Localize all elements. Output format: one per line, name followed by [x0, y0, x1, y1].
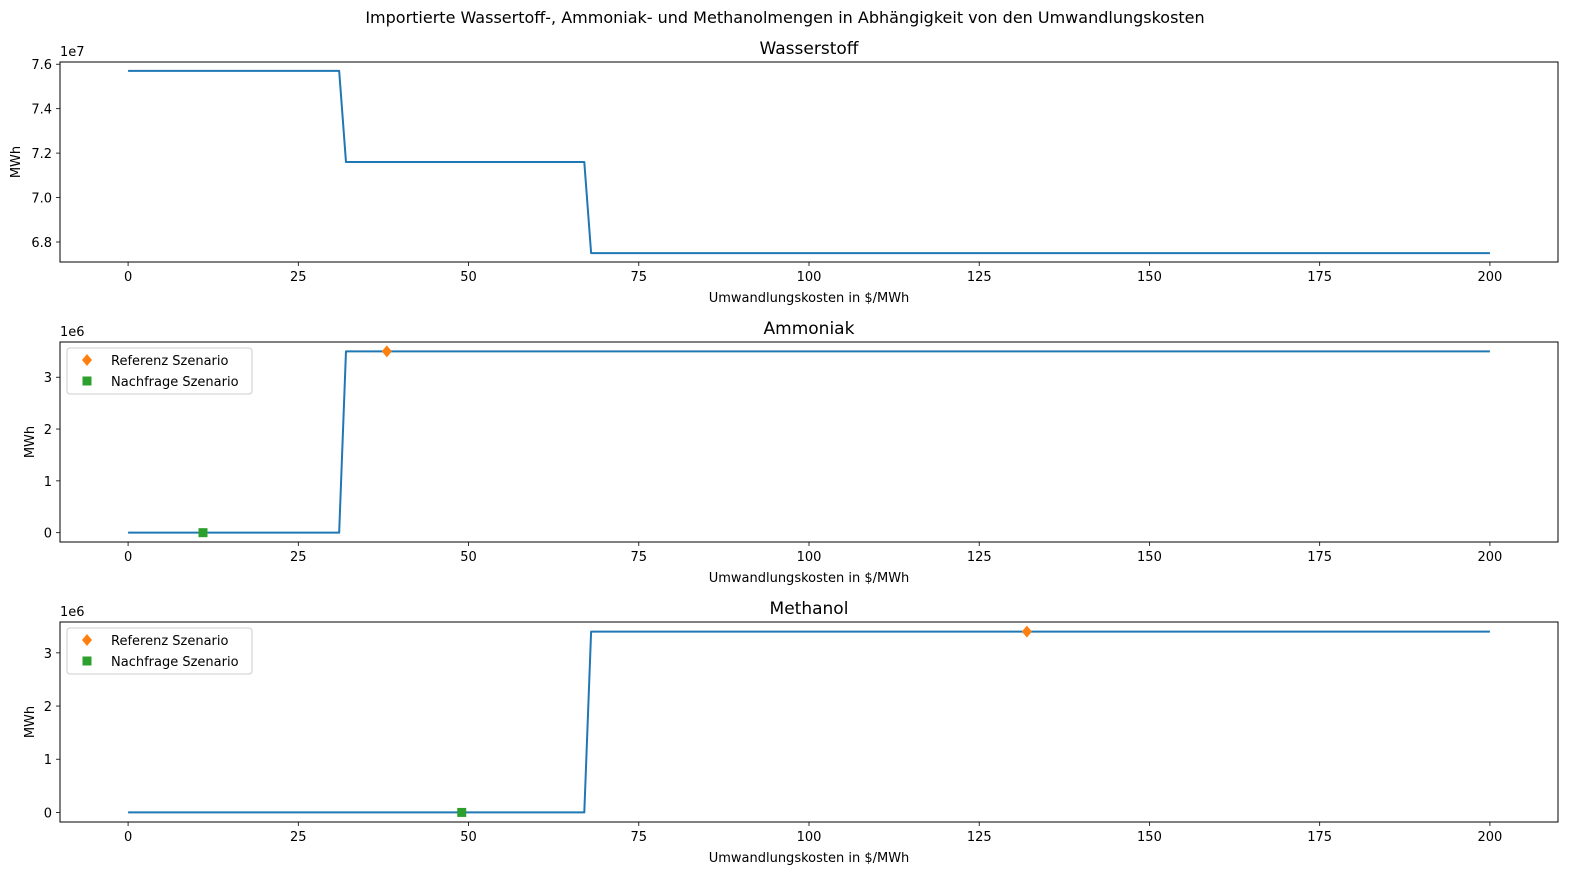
x-tick-label: 175	[1307, 830, 1332, 845]
subplot-wasserstoff: Wasserstoff 0 25 50 75 100 125 150 175 200 6.8 7.0 7…	[9, 39, 1559, 306]
x-tick-label: 200	[1477, 550, 1502, 565]
x-tick-label: 100	[797, 270, 822, 285]
legend-referenz-swatch	[82, 354, 92, 366]
series-line	[128, 630, 1490, 814]
x-axis-label: Umwandlungskosten in $/MWh	[709, 291, 910, 306]
x-tick-label: 0	[124, 270, 132, 285]
x-tick-label: 0	[124, 550, 132, 565]
x-tick-label: 125	[967, 550, 992, 565]
x-tick-label: 175	[1307, 270, 1332, 285]
y-tick-label: 6.8	[31, 236, 52, 251]
axes-frame	[59, 621, 1559, 823]
x-tick-label: 125	[967, 270, 992, 285]
y-tick-label: 0	[44, 806, 52, 821]
legend-label: Nachfrage Szenario	[111, 655, 239, 670]
x-tick-label: 150	[1137, 270, 1162, 285]
y-axis-label: MWh	[23, 706, 38, 738]
y-tick-label: 7.0	[31, 192, 52, 207]
series-line	[128, 350, 1490, 534]
x-tick-label: 25	[290, 270, 307, 285]
x-tick-label: 25	[290, 830, 307, 845]
x-tick-label: 75	[630, 270, 647, 285]
y-offset-label: 1e7	[60, 45, 85, 60]
nachfrage-marker	[198, 528, 208, 538]
axes-frame	[59, 61, 1559, 263]
panel-title: Wasserstoff	[760, 39, 860, 59]
legend-referenz-swatch	[82, 634, 92, 646]
legend-label: Referenz Szenario	[111, 354, 229, 369]
x-axis-label: Umwandlungskosten in $/MWh	[709, 851, 910, 866]
legend: Referenz Szenario Nachfrage Szenario	[66, 347, 253, 395]
x-tick-label: 75	[630, 550, 647, 565]
legend-label: Referenz Szenario	[111, 634, 229, 649]
x-tick-label: 50	[460, 270, 477, 285]
y-tick-label: 7.2	[31, 147, 52, 162]
subplot-ammoniak: Ammoniak 0 25 50 75 100 125 150 175 200 0 1 2 3 1e6 Umw…	[23, 319, 1559, 586]
legend-box	[66, 627, 253, 675]
y-tick-label: 1	[44, 475, 52, 490]
axes-frame	[59, 341, 1559, 543]
y-axis-label: MWh	[23, 426, 38, 458]
legend-nachfrage-swatch	[82, 656, 92, 666]
y-tick-label: 2	[44, 423, 52, 438]
x-tick-label: 200	[1477, 830, 1502, 845]
x-tick-label: 100	[797, 550, 822, 565]
nachfrage-marker	[457, 807, 467, 817]
legend-label: Nachfrage Szenario	[111, 375, 239, 390]
y-tick-label: 7.4	[31, 103, 52, 118]
referenz-marker	[381, 345, 392, 358]
plot-area	[128, 69, 1490, 255]
x-tick-label: 0	[124, 830, 132, 845]
x-tick-label: 200	[1477, 270, 1502, 285]
series-line	[128, 69, 1490, 255]
y-tick-label: 7.6	[31, 58, 52, 73]
y-offset-label: 1e6	[60, 605, 85, 620]
panel-title: Ammoniak	[764, 319, 855, 339]
x-tick-label: 150	[1137, 830, 1162, 845]
x-tick-label: 75	[630, 830, 647, 845]
legend-box	[66, 347, 253, 395]
x-tick-label: 150	[1137, 550, 1162, 565]
y-tick-label: 3	[44, 371, 52, 386]
y-axis-label: MWh	[9, 146, 24, 178]
y-tick-label: 0	[44, 527, 52, 542]
figure-title: Importierte Wassertoff-, Ammoniak- und M…	[365, 8, 1204, 27]
legend-nachfrage-swatch	[82, 376, 92, 386]
referenz-marker	[1021, 625, 1032, 638]
x-tick-label: 25	[290, 550, 307, 565]
y-tick-label: 1	[44, 753, 52, 768]
x-tick-label: 100	[797, 830, 822, 845]
panel-title: Methanol	[770, 599, 849, 619]
x-axis-label: Umwandlungskosten in $/MWh	[709, 571, 910, 586]
y-offset-label: 1e6	[60, 325, 85, 340]
y-tick-label: 3	[44, 647, 52, 662]
x-tick-label: 175	[1307, 550, 1332, 565]
x-tick-label: 125	[967, 830, 992, 845]
subplot-methanol: Methanol 0 25 50 75 100 125 150 175 200 0 1 2 3 1e6 Umw…	[23, 599, 1559, 866]
legend: Referenz Szenario Nachfrage Szenario	[66, 627, 253, 675]
x-tick-label: 50	[460, 550, 477, 565]
y-tick-label: 2	[44, 700, 52, 715]
x-tick-label: 50	[460, 830, 477, 845]
plot-area	[128, 630, 1490, 814]
plot-area	[128, 350, 1490, 534]
